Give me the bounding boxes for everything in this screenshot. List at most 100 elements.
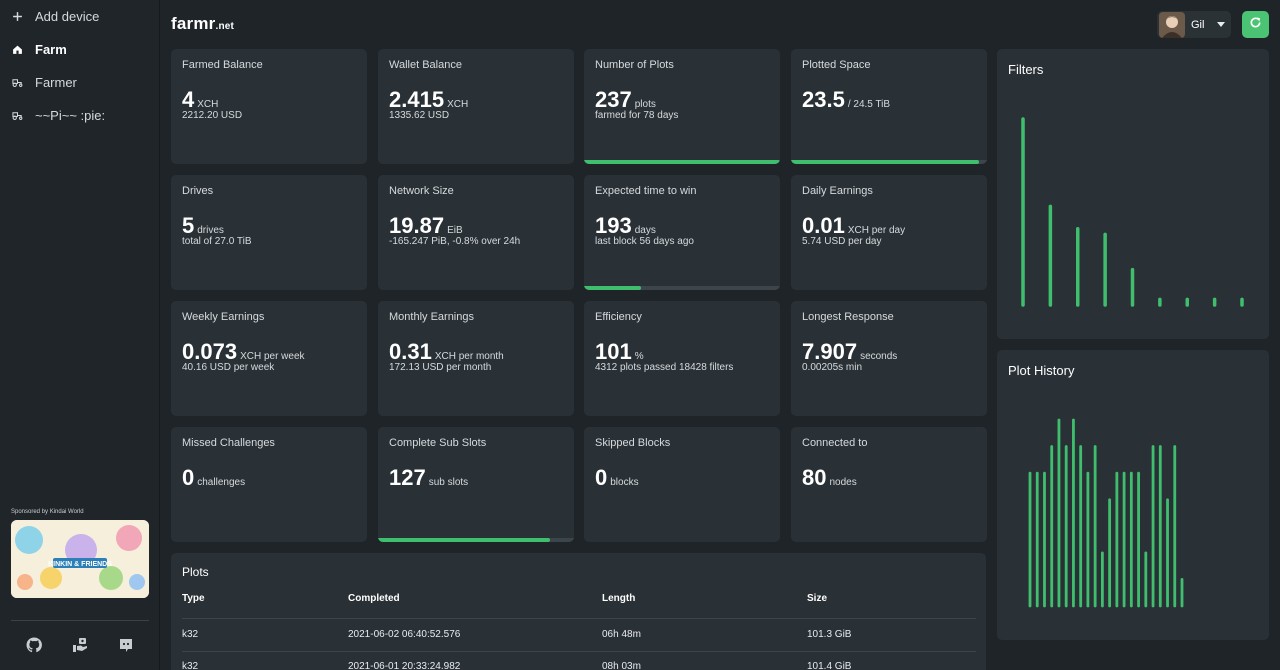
stat-card-longest-response: Longest Response 7.907 seconds 0.00205s min (791, 301, 987, 416)
card-value: 23.5 (802, 87, 845, 112)
card-value-line: 2.415 XCH (389, 87, 468, 113)
card-value: 80 (802, 465, 827, 490)
card-value: 5 (182, 213, 195, 238)
plots-title: Plots (182, 565, 209, 579)
sidebar-item-label: ~~Pi~~ :pie: (35, 107, 106, 123)
sponsor-banner[interactable]: KINKIN & FRIENDS (11, 520, 149, 598)
sidebar-item-add-device[interactable]: Add device (0, 1, 160, 31)
card-unit: XCH (197, 99, 219, 110)
plots-table: Plots Type Completed Length Size k32 202… (171, 553, 986, 670)
table-divider (182, 651, 976, 652)
refresh-button[interactable] (1242, 11, 1269, 38)
sidebar-divider (11, 620, 149, 621)
card-subtext: 2212.20 USD (182, 110, 243, 121)
home-icon (0, 44, 35, 55)
stat-card-monthly-earnings: Monthly Earnings 0.31 XCH per month 172.13 … (378, 301, 574, 416)
card-value-line: 101% (595, 339, 644, 365)
card-title: Skipped Blocks (595, 437, 671, 449)
table-divider (182, 618, 976, 619)
card-value: 7.907 (802, 339, 858, 364)
card-progress-bar (584, 286, 780, 290)
card-value: 2.415 (389, 87, 445, 112)
card-value: 101 (595, 339, 632, 364)
card-value-line: 5 drives (182, 213, 224, 239)
stat-card-number-of-plots: Number of Plots 237 plots farmed for 78 day… (584, 49, 780, 164)
refresh-icon (1249, 16, 1262, 34)
stat-card-efficiency: Efficiency 101% 4312 plots passed 18428 fi… (584, 301, 780, 416)
card-unit: blocks (610, 477, 639, 488)
table-cell-type: k32 (182, 629, 199, 640)
card-unit: / 24.5 TiB (847, 99, 891, 110)
stat-card-plotted-space: Plotted Space 23.5/ 24.5 TiB (791, 49, 987, 164)
card-title: Daily Earnings (802, 185, 873, 197)
card-title: Plotted Space (802, 59, 871, 71)
sidebar-item-label: Farmer (35, 74, 77, 90)
card-unit: XCH (447, 99, 469, 110)
card-progress-bar (791, 160, 987, 164)
card-title: Number of Plots (595, 59, 674, 71)
card-subtext: last block 56 days ago (595, 236, 694, 247)
card-title: Farmed Balance (182, 59, 263, 71)
sidebar-item-label: Farm (35, 41, 67, 57)
column-header-completed[interactable]: Completed (348, 593, 400, 604)
card-subtext: 5.74 USD per day (802, 236, 882, 247)
card-title: Weekly Earnings (182, 311, 265, 323)
card-title: Network Size (389, 185, 454, 197)
user-menu-button[interactable]: Gil (1157, 11, 1231, 38)
card-title: Wallet Balance (389, 59, 462, 71)
tractor-icon (0, 77, 35, 88)
card-subtext: total of 27.0 TiB (182, 236, 252, 247)
card-progress-fill (791, 160, 980, 164)
sidebar-item-pi[interactable]: ~~Pi~~ :pie: (0, 100, 160, 130)
column-header-size[interactable]: Size (807, 593, 828, 604)
card-subtext: 0.00205s min (802, 362, 863, 373)
card-value-line: 0.31 XCH per month (389, 339, 504, 365)
logo-suffix: .net (215, 21, 235, 32)
tractor-icon (0, 110, 35, 121)
stat-card-expected-time-to-win: Expected time to win 193 days last block 56… (584, 175, 780, 290)
card-value: 4 (182, 87, 195, 112)
user-name: Gil (1191, 18, 1205, 31)
card-unit: sub slots (428, 477, 469, 488)
card-title: Connected to (802, 437, 868, 449)
app-logo[interactable]: farmr.net (171, 14, 234, 34)
card-value-line: 237 plots (595, 87, 656, 113)
filters-panel: Filters (997, 49, 1269, 339)
column-header-length[interactable]: Length (602, 593, 636, 604)
github-icon[interactable] (25, 636, 43, 654)
card-progress-bar (584, 160, 780, 164)
sidebar-item-farmer[interactable]: Farmer (0, 67, 160, 97)
stat-card-connected-to: Connected to 80 nodes (791, 427, 987, 542)
card-value-line: 4 XCH (182, 87, 218, 113)
card-unit: challenges (197, 477, 246, 488)
card-value: 0.01 (802, 213, 845, 238)
card-value-line: 0 challenges (182, 465, 245, 491)
card-unit: XCH per month (434, 351, 504, 362)
card-value: 0.073 (182, 339, 238, 364)
card-unit: nodes (829, 477, 857, 488)
card-title: Missed Challenges (182, 437, 275, 449)
stat-card-daily-earnings: Daily Earnings 0.01 XCH per day 5.74 USD pe… (791, 175, 987, 290)
card-value: 0 (182, 465, 195, 490)
stat-card-wallet-balance: Wallet Balance 2.415 XCH 1335.62 USD (378, 49, 574, 164)
stat-card-drives: Drives 5 drives total of 27.0 TiB (171, 175, 367, 290)
table-cell-size: 101.3 GiB (807, 629, 852, 640)
card-value-line: 0 blocks (595, 465, 639, 491)
column-header-type[interactable]: Type (182, 593, 205, 604)
card-unit: plots (634, 99, 656, 110)
card-value: 193 (595, 213, 632, 238)
stat-card-farmed-balance: Farmed Balance 4 XCH 2212.20 USD (171, 49, 367, 164)
card-unit: % (634, 351, 644, 362)
card-progress-bar (378, 538, 574, 542)
card-subtext: farmed for 78 days (595, 110, 679, 121)
table-cell-length: 06h 48m (602, 629, 641, 640)
discord-icon[interactable] (117, 636, 135, 654)
stat-card-network-size: Network Size 19.87 EiB -165.247 PiB, -0.8% … (378, 175, 574, 290)
card-unit: XCH per week (240, 351, 305, 362)
card-value-line: 23.5/ 24.5 TiB (802, 87, 890, 113)
sidebar-item-farm[interactable]: Farm (0, 34, 160, 64)
card-value: 127 (389, 465, 426, 490)
donate-icon[interactable] (71, 636, 89, 654)
card-subtext: 1335.62 USD (389, 110, 450, 121)
card-value-line: 80 nodes (802, 465, 857, 491)
